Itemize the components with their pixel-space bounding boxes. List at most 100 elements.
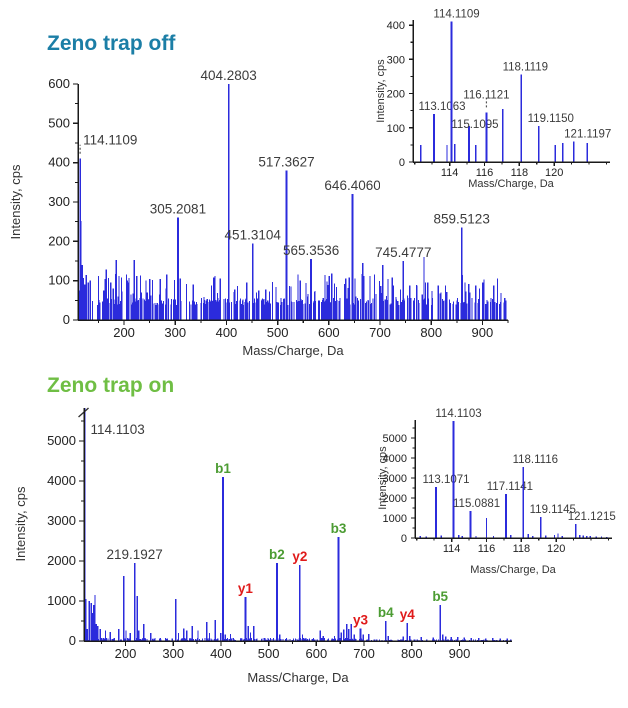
svg-text:116.1121: 116.1121 <box>463 89 509 101</box>
svg-text:118.1119: 118.1119 <box>503 62 548 74</box>
labeled-peaks: 113.1071 114.1103 115.0881 117.1141 118.1116… <box>422 408 616 538</box>
spectrum-peaks <box>78 220 495 320</box>
svg-text:3000: 3000 <box>383 473 407 485</box>
svg-text:Intensity, cps: Intensity, cps <box>8 164 23 239</box>
inset-background <box>380 4 622 202</box>
svg-text:118.1116: 118.1116 <box>513 454 558 466</box>
svg-text:114: 114 <box>443 543 461 555</box>
svg-text:b1: b1 <box>215 461 231 476</box>
svg-text:118: 118 <box>511 167 529 179</box>
svg-text:2000: 2000 <box>47 553 76 568</box>
svg-text:1000: 1000 <box>47 593 76 608</box>
svg-text:600: 600 <box>306 646 328 661</box>
axis-titles: Mass/Charge, Da Intensity, cps <box>13 486 349 685</box>
svg-text:121.1197: 121.1197 <box>564 128 611 140</box>
spectrum-peaks <box>420 108 589 162</box>
chart-on-inset: 113.1071 114.1103 115.0881 117.1141 118.1116… <box>377 402 622 590</box>
svg-text:600: 600 <box>48 76 70 91</box>
noise-peaks <box>78 273 507 320</box>
svg-text:517.3627: 517.3627 <box>258 155 314 170</box>
svg-text:400: 400 <box>48 155 70 170</box>
svg-text:121.1215: 121.1215 <box>568 511 616 523</box>
svg-text:b3: b3 <box>331 521 347 536</box>
labeled-peaks: 113.1063 114.1109 115.1095 116.1121 118.1119… <box>418 9 611 162</box>
svg-text:100: 100 <box>48 273 70 288</box>
svg-text:y3: y3 <box>353 613 369 628</box>
svg-text:114: 114 <box>441 167 459 179</box>
svg-text:120: 120 <box>545 167 563 179</box>
svg-text:300: 300 <box>164 325 186 340</box>
svg-text:Mass/Charge, Da: Mass/Charge, Da <box>242 343 344 358</box>
svg-text:4000: 4000 <box>47 473 76 488</box>
svg-text:500: 500 <box>267 325 289 340</box>
svg-text:b2: b2 <box>269 547 285 562</box>
svg-text:Mass/Charge, Da: Mass/Charge, Da <box>247 670 349 685</box>
svg-text:0: 0 <box>69 633 76 648</box>
tick-labels: 200 300 400 500 600 700 800 900 0 1000 2000 3000 400… <box>47 420 508 661</box>
svg-text:745.4777: 745.4777 <box>375 245 431 260</box>
svg-text:305.2081: 305.2081 <box>150 202 206 217</box>
svg-text:900: 900 <box>449 646 471 661</box>
svg-text:b5: b5 <box>432 589 448 604</box>
svg-text:Mass/Charge, Da: Mass/Charge, Da <box>470 564 556 576</box>
svg-text:200: 200 <box>113 325 135 340</box>
svg-text:700: 700 <box>369 325 391 340</box>
svg-text:500: 500 <box>48 115 70 130</box>
svg-text:116: 116 <box>478 543 496 555</box>
chart-off-main: 114.1109 305.2081 404.2803 451.3104 517.3627… <box>8 68 509 358</box>
svg-text:113.1071: 113.1071 <box>422 474 469 486</box>
svg-text:y1: y1 <box>238 581 254 596</box>
svg-text:565.3536: 565.3536 <box>283 243 339 258</box>
inset-background <box>380 402 622 590</box>
svg-text:200: 200 <box>115 646 137 661</box>
svg-text:400: 400 <box>387 20 405 32</box>
svg-text:3000: 3000 <box>47 513 76 528</box>
svg-text:800: 800 <box>420 325 442 340</box>
svg-text:859.5123: 859.5123 <box>434 212 490 227</box>
tick-labels: 200 300 400 500 600 700 800 900 0 100 200 300 400 500… <box>48 76 509 340</box>
svg-text:114.1103: 114.1103 <box>435 408 481 420</box>
svg-text:0: 0 <box>401 533 407 545</box>
svg-text:300: 300 <box>48 194 70 209</box>
axes <box>412 20 610 163</box>
svg-text:300: 300 <box>387 54 405 66</box>
svg-text:219.1927: 219.1927 <box>107 547 163 562</box>
svg-text:115.0881: 115.0881 <box>453 498 500 510</box>
svg-text:2000: 2000 <box>383 493 407 505</box>
axis-titles: Mass/Charge, Da Intensity, cps <box>8 164 344 358</box>
svg-text:700: 700 <box>353 646 375 661</box>
svg-text:119.1150: 119.1150 <box>528 113 574 125</box>
svg-text:115.1095: 115.1095 <box>451 119 498 131</box>
chart-off-inset: 113.1063 114.1109 115.1095 116.1121 118.1119… <box>375 4 622 202</box>
svg-text:117.1141: 117.1141 <box>487 481 533 493</box>
svg-text:Intensity, cps: Intensity, cps <box>13 486 28 561</box>
svg-text:b4: b4 <box>378 605 394 620</box>
svg-text:0: 0 <box>63 312 70 327</box>
labeled-peaks: 114.1109 305.2081 404.2803 451.3104 517.3627… <box>79 68 490 320</box>
svg-text:451.3104: 451.3104 <box>225 227 282 242</box>
svg-text:800: 800 <box>401 646 423 661</box>
svg-text:y2: y2 <box>292 549 307 564</box>
svg-text:200: 200 <box>387 89 405 101</box>
svg-text:500: 500 <box>258 646 280 661</box>
svg-text:900: 900 <box>472 325 494 340</box>
svg-text:200: 200 <box>48 233 70 248</box>
axes <box>83 408 512 642</box>
svg-text:646.4060: 646.4060 <box>324 178 380 193</box>
svg-text:116: 116 <box>476 167 494 179</box>
svg-text:Intensity, cps: Intensity, cps <box>375 59 387 123</box>
svg-text:120: 120 <box>547 543 565 555</box>
panel-title-zeno-trap-on: Zeno trap on <box>47 374 175 397</box>
axis-titles: Mass/Charge, Da Intensity, cps <box>377 446 557 576</box>
svg-text:y4: y4 <box>400 607 416 622</box>
svg-text:114.1103: 114.1103 <box>91 422 145 437</box>
svg-text:600: 600 <box>318 325 340 340</box>
tick-labels: 114 116 118 120 0 1000 2000 3000 4000 5000 <box>383 427 610 555</box>
svg-text:400: 400 <box>210 646 232 661</box>
svg-text:5000: 5000 <box>383 433 407 445</box>
svg-text:1000: 1000 <box>383 513 407 525</box>
svg-text:100: 100 <box>387 123 405 135</box>
svg-text:Intensity, cps: Intensity, cps <box>377 446 389 510</box>
